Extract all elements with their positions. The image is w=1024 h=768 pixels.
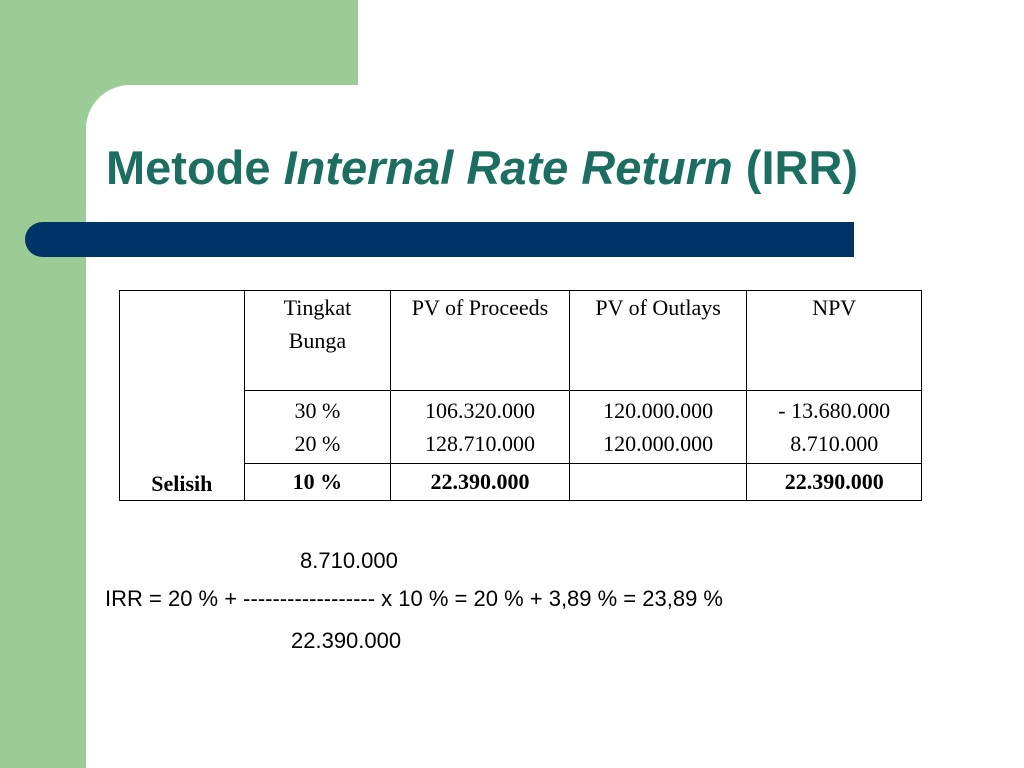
formula-denominator: 22.390.000 — [291, 628, 402, 653]
title-italic: Internal Rate Return — [283, 141, 733, 194]
title-suffix: (IRR) — [732, 141, 859, 194]
diff-npv: 22.390.000 — [746, 463, 922, 501]
npv-value: - 13.680.000 — [778, 398, 891, 423]
rate-value: 30 % — [294, 398, 341, 423]
pv-proceeds-cell: 106.320.000 128.710.000 — [390, 390, 570, 464]
header-npv: NPV — [746, 290, 922, 391]
header-tingkat: Tingkat — [283, 295, 352, 320]
header-pv-proceeds: PV of Proceeds — [390, 290, 570, 391]
diff-rate: 10 % — [243, 463, 392, 501]
table-header-row: Selisih Tingkat Bunga PV of Proceeds PV … — [119, 290, 922, 501]
irr-table: Selisih Tingkat Bunga PV of Proceeds PV … — [119, 290, 922, 501]
npv-value: 8.710.000 — [790, 431, 879, 456]
table-difference-row: 10 % 22.390.000 22.390.000 — [120, 463, 922, 501]
pv-outlays-value: 120.000.000 — [603, 398, 714, 423]
header-pv-outlays: PV of Outlays — [568, 290, 748, 391]
rate-value: 20 % — [294, 431, 341, 456]
title-plain: Metode — [106, 141, 284, 194]
pv-proceeds-value: 128.710.000 — [424, 431, 535, 456]
pv-proceeds-value: 106.320.000 — [424, 398, 535, 423]
pv-outlays-cell: 120.000.000 120.000.000 — [568, 390, 748, 464]
header-bunga: Bunga — [288, 328, 347, 353]
formula-numerator: 8.710.000 — [300, 548, 398, 573]
diff-pv-outlays — [568, 463, 748, 501]
header-tingkat-bunga: Tingkat Bunga — [243, 290, 392, 391]
slide-title: Metode Internal Rate Return (IRR) — [106, 140, 858, 195]
title-underline-bar — [25, 222, 854, 257]
diff-pv-proceeds: 22.390.000 — [390, 463, 570, 501]
rate-cell: 30 % 20 % — [243, 390, 392, 464]
npv-cell: - 13.680.000 8.710.000 — [746, 390, 922, 464]
formula-expression: IRR = 20 % + ------------------ x 10 % =… — [105, 586, 723, 611]
row-label-selisih: Selisih — [119, 290, 245, 501]
pv-outlays-value: 120.000.000 — [603, 431, 714, 456]
